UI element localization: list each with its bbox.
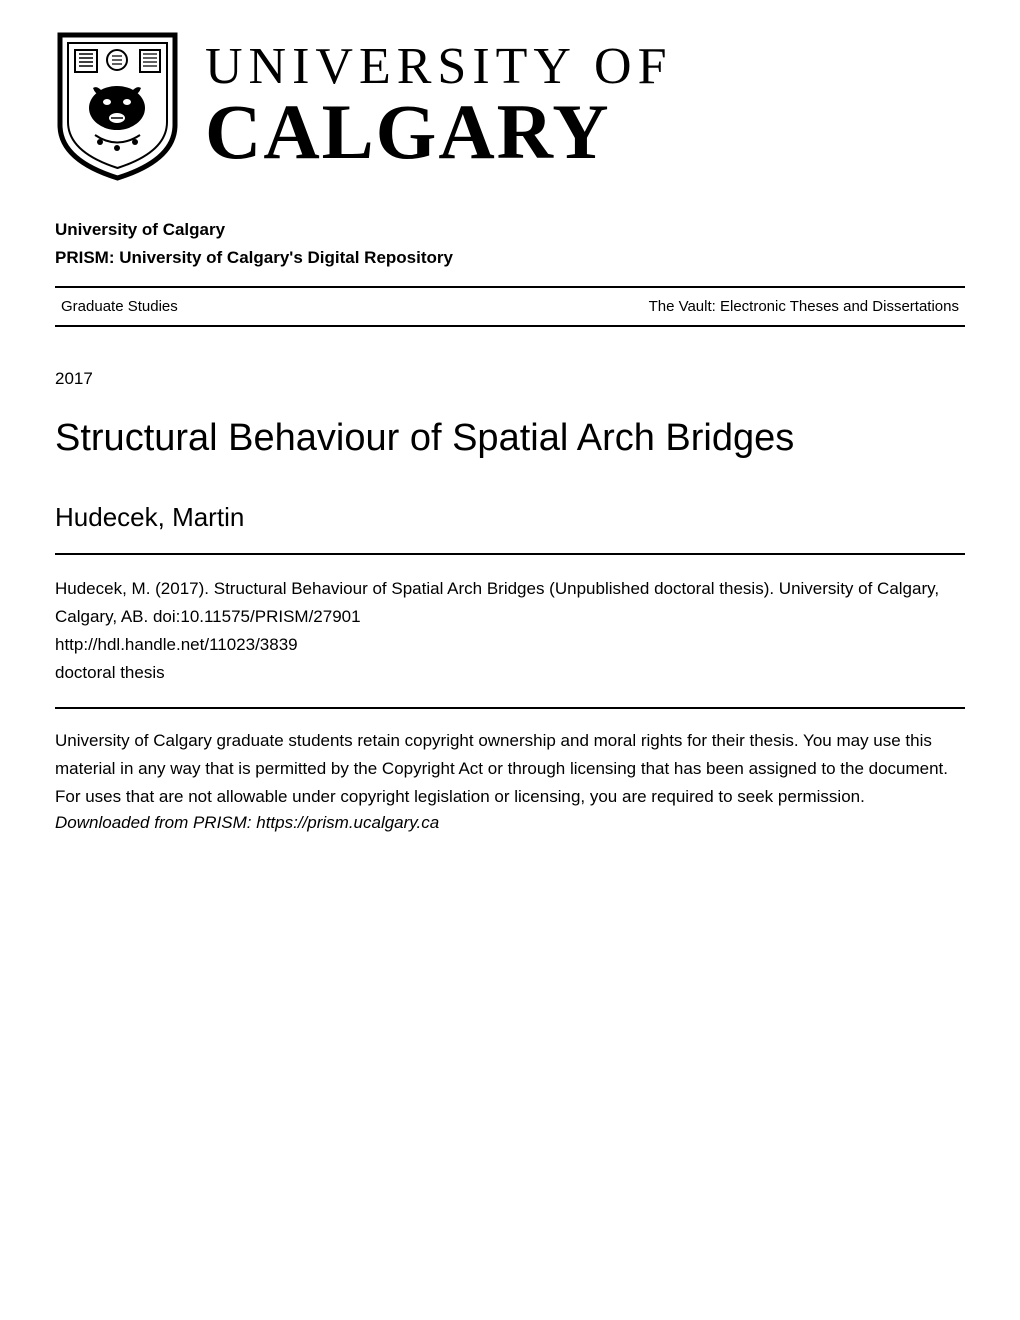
divider-category bbox=[55, 325, 965, 327]
publication-year: 2017 bbox=[55, 369, 965, 389]
logo-wordmark: UNIVERSITY OF CALGARY bbox=[205, 41, 673, 171]
thesis-type: doctoral thesis bbox=[55, 659, 965, 687]
category-row: Graduate Studies The Vault: Electronic T… bbox=[55, 288, 965, 325]
handle-url: http://hdl.handle.net/11023/3839 bbox=[55, 631, 965, 659]
repository-name: PRISM: University of Calgary's Digital R… bbox=[55, 248, 965, 268]
category-right: The Vault: Electronic Theses and Dissert… bbox=[649, 298, 959, 315]
logo-text-line1: UNIVERSITY OF bbox=[205, 41, 673, 93]
logo-header: UNIVERSITY OF CALGARY bbox=[55, 30, 965, 182]
rights-statement: University of Calgary graduate students … bbox=[55, 709, 965, 811]
citation-block: Hudecek, M. (2017). Structural Behaviour… bbox=[55, 555, 965, 707]
logo-text-line2: CALGARY bbox=[205, 93, 673, 171]
category-left: Graduate Studies bbox=[61, 298, 178, 315]
citation-text: Hudecek, M. (2017). Structural Behaviour… bbox=[55, 575, 965, 631]
institution-name: University of Calgary bbox=[55, 220, 965, 240]
download-note: Downloaded from PRISM: https://prism.uca… bbox=[55, 813, 965, 833]
university-crest-icon bbox=[55, 30, 180, 182]
document-title: Structural Behaviour of Spatial Arch Bri… bbox=[55, 417, 965, 460]
author-name: Hudecek, Martin bbox=[55, 502, 965, 533]
